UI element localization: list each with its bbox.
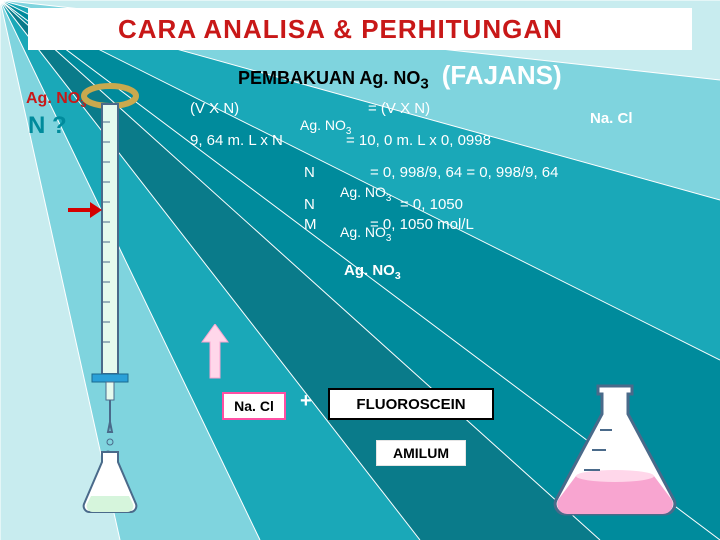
nacl-reagent-box: Na. Cl [222,392,286,420]
calc-l6-right: = 0, 1050 [400,196,463,213]
fluoroscein-box: FLUOROSCEIN [328,388,494,420]
normality-unknown-label: N ? [28,112,67,140]
calc-l7-m: M [304,216,317,233]
calc-l5-agno3: Ag. NO3 [340,184,391,204]
pink-up-arrow-icon [200,324,230,388]
page-title: CARA ANALISA & PERHITUNGAN [118,14,563,45]
calc-l2-nacl: Na. Cl [590,110,633,127]
subtitle: PEMBAKUAN Ag. NO3 (FAJANS) [238,60,562,93]
title-box: CARA ANALISA & PERHITUNGAN [28,8,692,50]
burette-apparatus-icon [68,82,188,522]
calc-l2-agno3: Ag. NO3 [300,117,351,137]
calc-l7-agno3: Ag. NO3 [340,224,391,244]
subtitle-part1: PEMBAKUAN Ag. NO3 [238,68,434,88]
plus-sign: + [300,390,312,413]
subtitle-part2: (FAJANS) [442,60,562,90]
calc-l8-agno3: Ag. NO3 [344,262,401,282]
calc-l1-right: = (V X N) [368,100,430,117]
calc-l3-left: 9, 64 m. L x N [190,132,283,149]
amilum-box: AMILUM [376,440,466,466]
erlenmeyer-flask-icon [540,380,690,530]
calc-l3-right: = 10, 0 m. L x 0, 0998 [346,132,491,149]
calc-l4-right: = 0, 998/9, 64 = 0, 998/9, 64 [370,164,559,181]
calc-l6-n: N [304,196,315,213]
calc-l4-n: N [304,164,315,181]
calc-l1-left: (V X N) [190,100,239,117]
